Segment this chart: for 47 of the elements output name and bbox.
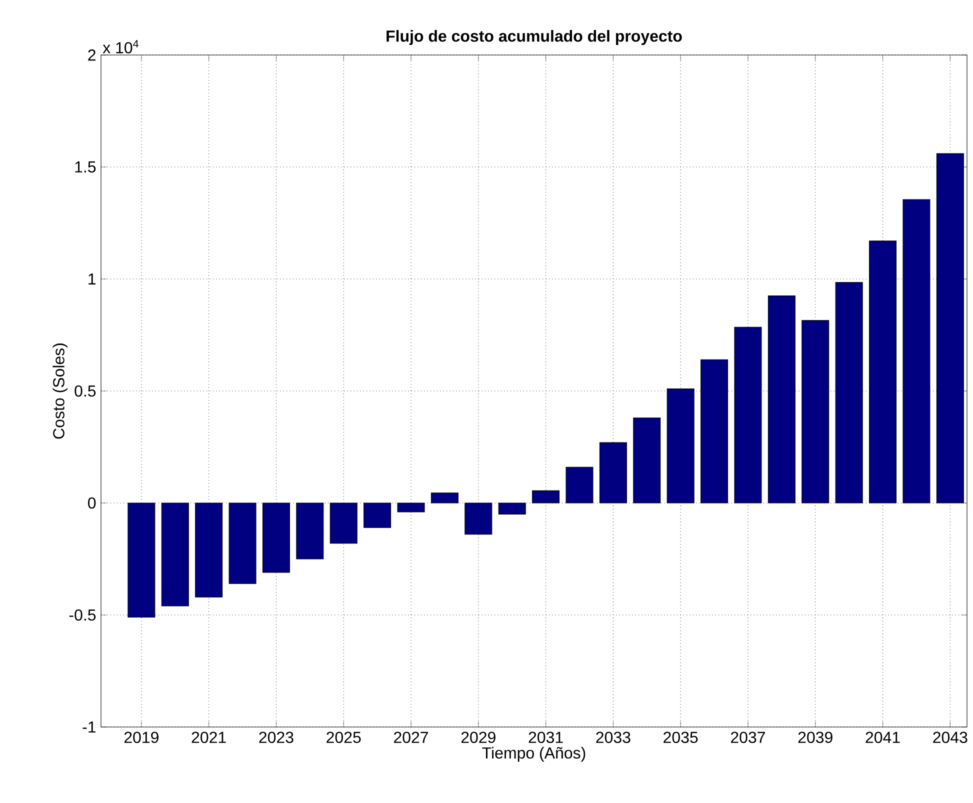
bar [666,388,694,504]
bar [633,418,661,504]
x-tick-label: 2037 [730,732,765,744]
bar [195,502,223,598]
x-tick-label: 2033 [596,732,630,744]
y-tick-label: 0.5 [74,385,96,397]
x-tick-label: 2043 [933,732,968,744]
bar [262,502,290,573]
y-tick-label: 0 [88,497,96,509]
y-tick-label: 2 [88,49,96,61]
bar [835,282,863,504]
bar [869,240,897,504]
bar [397,502,425,512]
bar [700,359,728,504]
x-tick-label: 2027 [394,732,428,744]
bar [430,492,458,504]
x-tick-label: 2035 [664,732,698,744]
bar [734,326,762,504]
bar [228,502,256,584]
x-tick-label: 2039 [798,732,832,744]
y-tick-label: -1 [82,722,96,733]
bar [599,442,627,504]
text: x 10$^{4}$ [102,40,138,54]
x-axis-title: Tiempo (Años) [482,746,586,762]
bar [768,296,796,504]
bar [364,502,392,528]
x-tick-label: 2041 [866,732,900,744]
bar [802,320,830,504]
bar [330,502,358,544]
x-tick-label: 2029 [461,732,496,744]
bar [498,502,526,514]
bar [902,199,930,504]
x-tick-label: 2019 [124,732,158,744]
bar [566,466,594,504]
y-tick-label: -0.5 [69,609,96,621]
bar [532,490,560,504]
bar [161,502,189,606]
bar [464,502,492,535]
chart-title: Flujo de costo acumulado del proyecto [386,30,682,45]
x-tick-label: 2025 [326,732,361,744]
y-axis-title: Costo (Soles) [52,344,68,439]
bar [296,502,324,560]
y-tick-label: 1 [88,274,96,284]
x-tick-label: 2031 [528,732,563,744]
y-tick-label: 1.5 [75,161,96,173]
x-tick-label: 2023 [259,732,294,744]
x-tick-label: 2021 [192,732,226,744]
